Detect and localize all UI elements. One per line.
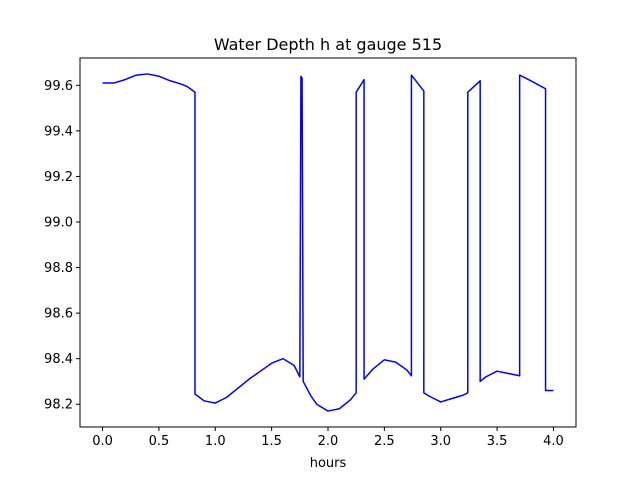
x-tick-label: 0.0 xyxy=(92,434,113,449)
y-tick-label: 98.6 xyxy=(44,307,73,322)
series-line-0 xyxy=(102,73,554,412)
y-tick-label: 98.4 xyxy=(44,352,73,367)
y-tick-label: 99.2 xyxy=(44,170,73,185)
y-axis: 98.2 98.4 98.6 98.8 99.0 99.2 99.4 99.6 xyxy=(44,79,80,413)
x-tick-label: 4.0 xyxy=(543,434,564,449)
chart-title: Water Depth h at gauge 515 xyxy=(214,35,442,54)
x-tick-label: 3.0 xyxy=(430,434,451,449)
x-axis-label: hours xyxy=(310,456,347,471)
x-tick-label: 3.5 xyxy=(487,434,508,449)
x-tick-label: 1.0 xyxy=(205,434,226,449)
y-tick-label: 99.6 xyxy=(44,79,73,94)
y-tick-label: 99.4 xyxy=(44,124,73,139)
x-axis: 0.0 0.5 1.0 1.5 2.0 2.5 3.0 3.5 4.0 xyxy=(92,427,564,449)
y-tick-label: 99.0 xyxy=(44,216,73,231)
x-tick-label: 0.5 xyxy=(149,434,170,449)
x-tick-label: 2.5 xyxy=(374,434,395,449)
x-tick-label: 1.5 xyxy=(261,434,282,449)
x-tick-label: 2.0 xyxy=(318,434,339,449)
plot-area xyxy=(79,57,577,428)
y-tick-label: 98.2 xyxy=(44,398,73,413)
y-tick-label: 98.8 xyxy=(44,261,73,276)
